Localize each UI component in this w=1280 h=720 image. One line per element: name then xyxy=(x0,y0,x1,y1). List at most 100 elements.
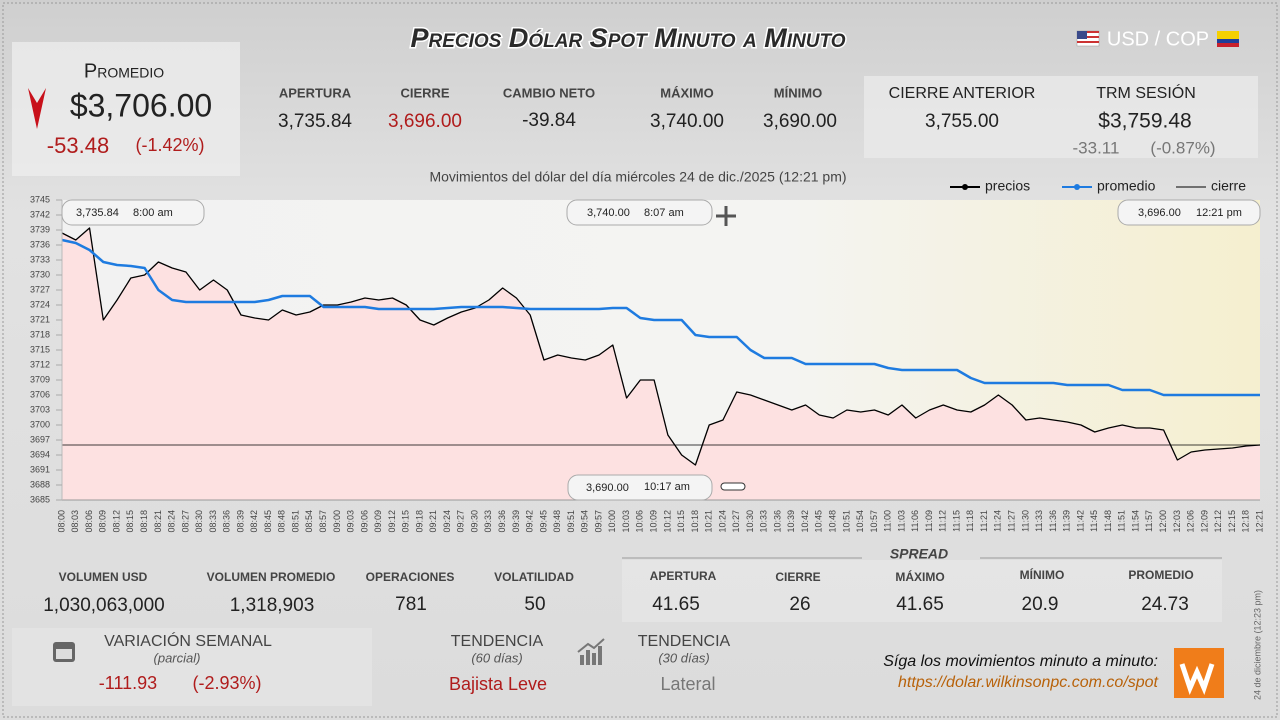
spread-label: MÁXIMO xyxy=(895,569,944,584)
x-tick-label: 10:15 xyxy=(676,510,686,533)
plot xyxy=(61,227,1261,500)
spread-label: MÍNIMO xyxy=(1020,567,1065,582)
x-tick-label: 12:00 xyxy=(1158,510,1168,533)
y-tick-label: 3688 xyxy=(30,479,50,489)
x-tick-label: 10:27 xyxy=(731,510,741,533)
volume-label: VOLUMEN PROMEDIO xyxy=(207,570,336,584)
volume-value: 50 xyxy=(524,594,545,615)
stat-value: -39.84 xyxy=(522,110,576,131)
x-tick-label: 10:09 xyxy=(648,510,658,533)
x-tick-label: 08:03 xyxy=(70,510,80,533)
footer-text: Síga los movimientos minuto a minuto: xyxy=(883,653,1158,670)
y-tick-label: 3730 xyxy=(30,269,50,279)
stat-label: MÍNIMO xyxy=(774,85,822,100)
x-tick-label: 11:39 xyxy=(1062,510,1072,532)
x-tick-label: 08:12 xyxy=(111,510,121,533)
y-tick-label: 3709 xyxy=(30,374,50,384)
annotation-price: 3,696.00 xyxy=(1138,207,1181,219)
spread-title: SPREAD xyxy=(890,546,948,562)
series-line xyxy=(61,238,1260,397)
x-tick-label: 09:24 xyxy=(442,510,452,533)
volume-label: VOLATILIDAD xyxy=(494,570,574,584)
x-tick-label: 09:18 xyxy=(414,510,424,533)
x-tick-label: 10:48 xyxy=(828,510,838,533)
y-tick-label: 3700 xyxy=(30,419,50,429)
annotation-box xyxy=(1117,199,1261,226)
volume-label: OPERACIONES xyxy=(366,570,455,584)
logo xyxy=(1174,648,1224,698)
previous-close-label: CIERRE ANTERIOR xyxy=(889,85,1036,102)
page-title: Precios Dólar Spot Minuto a Minuto xyxy=(411,23,846,53)
crosshair-icon xyxy=(716,206,736,226)
annotation-time: 10:17 am xyxy=(644,481,690,493)
x-tick-label: 11:45 xyxy=(1089,510,1099,532)
x-tick-label: 11:42 xyxy=(1075,510,1085,532)
annotation-price: 3,735.84 xyxy=(76,207,119,219)
x-tick-label: 10:54 xyxy=(855,510,865,533)
annotation: 3,696.00 12:21 pm xyxy=(1117,199,1261,226)
x-tick-label: 10:45 xyxy=(814,510,824,533)
spread-value: 24.73 xyxy=(1141,594,1189,615)
x-tick-label: 09:15 xyxy=(401,510,411,533)
x-tick-label: 10:12 xyxy=(662,510,672,533)
trend-value: Bajista Leve xyxy=(449,674,547,694)
annotation-time: 12:21 pm xyxy=(1196,207,1242,219)
x-tick-label: 10:42 xyxy=(800,510,810,533)
x-tick-label: 09:12 xyxy=(387,510,397,533)
spread-value: 41.65 xyxy=(896,594,944,615)
scroll-handle xyxy=(720,482,746,491)
x-tick-label: 10:36 xyxy=(772,510,782,533)
right-box xyxy=(864,76,1258,158)
annotation-time: 8:00 am xyxy=(133,207,173,219)
weekly-label: VARIACIÓN SEMANAL xyxy=(104,631,272,650)
x-tick-label: 12:03 xyxy=(1172,510,1182,533)
x-tick-label: 09:06 xyxy=(359,510,369,533)
down-arrow xyxy=(28,88,46,129)
chart-title: Movimientos del dólar del día miércoles … xyxy=(429,169,846,185)
us-flag xyxy=(1076,30,1100,47)
x-tick-label: 10:51 xyxy=(841,510,851,533)
x-tick-label: 08:00 xyxy=(56,510,66,533)
series-line xyxy=(61,227,1261,466)
annotation-price: 3,690.00 xyxy=(586,482,629,494)
y-tick-label: 3703 xyxy=(30,404,50,414)
trend-label: TENDENCIA xyxy=(451,633,544,650)
x-tick-label: 10:03 xyxy=(621,510,631,533)
x-tick-label: 11:27 xyxy=(1007,510,1017,532)
x-tick-label: 09:36 xyxy=(497,510,507,533)
average-change: -53.48 xyxy=(47,133,109,158)
x-tick-label: 12:09 xyxy=(1199,510,1209,533)
price-area xyxy=(62,228,1260,500)
x-tick-label: 08:24 xyxy=(167,510,177,533)
y-tick-label: 3736 xyxy=(30,239,50,249)
y-tick-label: 3685 xyxy=(30,494,50,504)
y-tick-label: 3739 xyxy=(30,224,50,234)
x-tick-label: 11:06 xyxy=(910,510,920,532)
y-tick-label: 3724 xyxy=(30,299,50,309)
x-tick-label: 10:18 xyxy=(690,510,700,533)
annotation-box xyxy=(566,199,713,226)
average-box xyxy=(12,42,240,176)
annotation-box xyxy=(567,474,713,501)
average-label: Promedio xyxy=(84,60,164,82)
trm-change-pct: (-0.87%) xyxy=(1150,138,1215,157)
spread-label: PROMEDIO xyxy=(1128,568,1193,582)
trend-note: (30 días) xyxy=(658,650,709,665)
y-tick-label: 3694 xyxy=(30,449,50,459)
x-tick-label: 09:00 xyxy=(332,510,342,533)
y-tick-label: 3691 xyxy=(30,464,50,474)
volume-value: 1,030,063,000 xyxy=(43,595,165,616)
x-tick-label: 10:39 xyxy=(786,510,796,533)
legend-dot xyxy=(962,184,968,190)
x-tick-label: 08:21 xyxy=(153,510,163,533)
y-tick-label: 3712 xyxy=(30,359,50,369)
annotation: 3,690.00 10:17 am xyxy=(567,474,713,501)
stat-label: MÁXIMO xyxy=(660,85,713,100)
stat-value: 3,690.00 xyxy=(763,111,837,132)
x-tick-label: 09:48 xyxy=(552,510,562,533)
x-tick-label: 10:21 xyxy=(704,510,714,533)
x-tick-label: 08:30 xyxy=(194,510,204,533)
footer-url[interactable]: https://dolar.wilkinsonpc.com.co/spot xyxy=(898,674,1159,691)
x-tick-label: 11:09 xyxy=(924,510,934,532)
x-tick-label: 11:30 xyxy=(1020,510,1030,532)
